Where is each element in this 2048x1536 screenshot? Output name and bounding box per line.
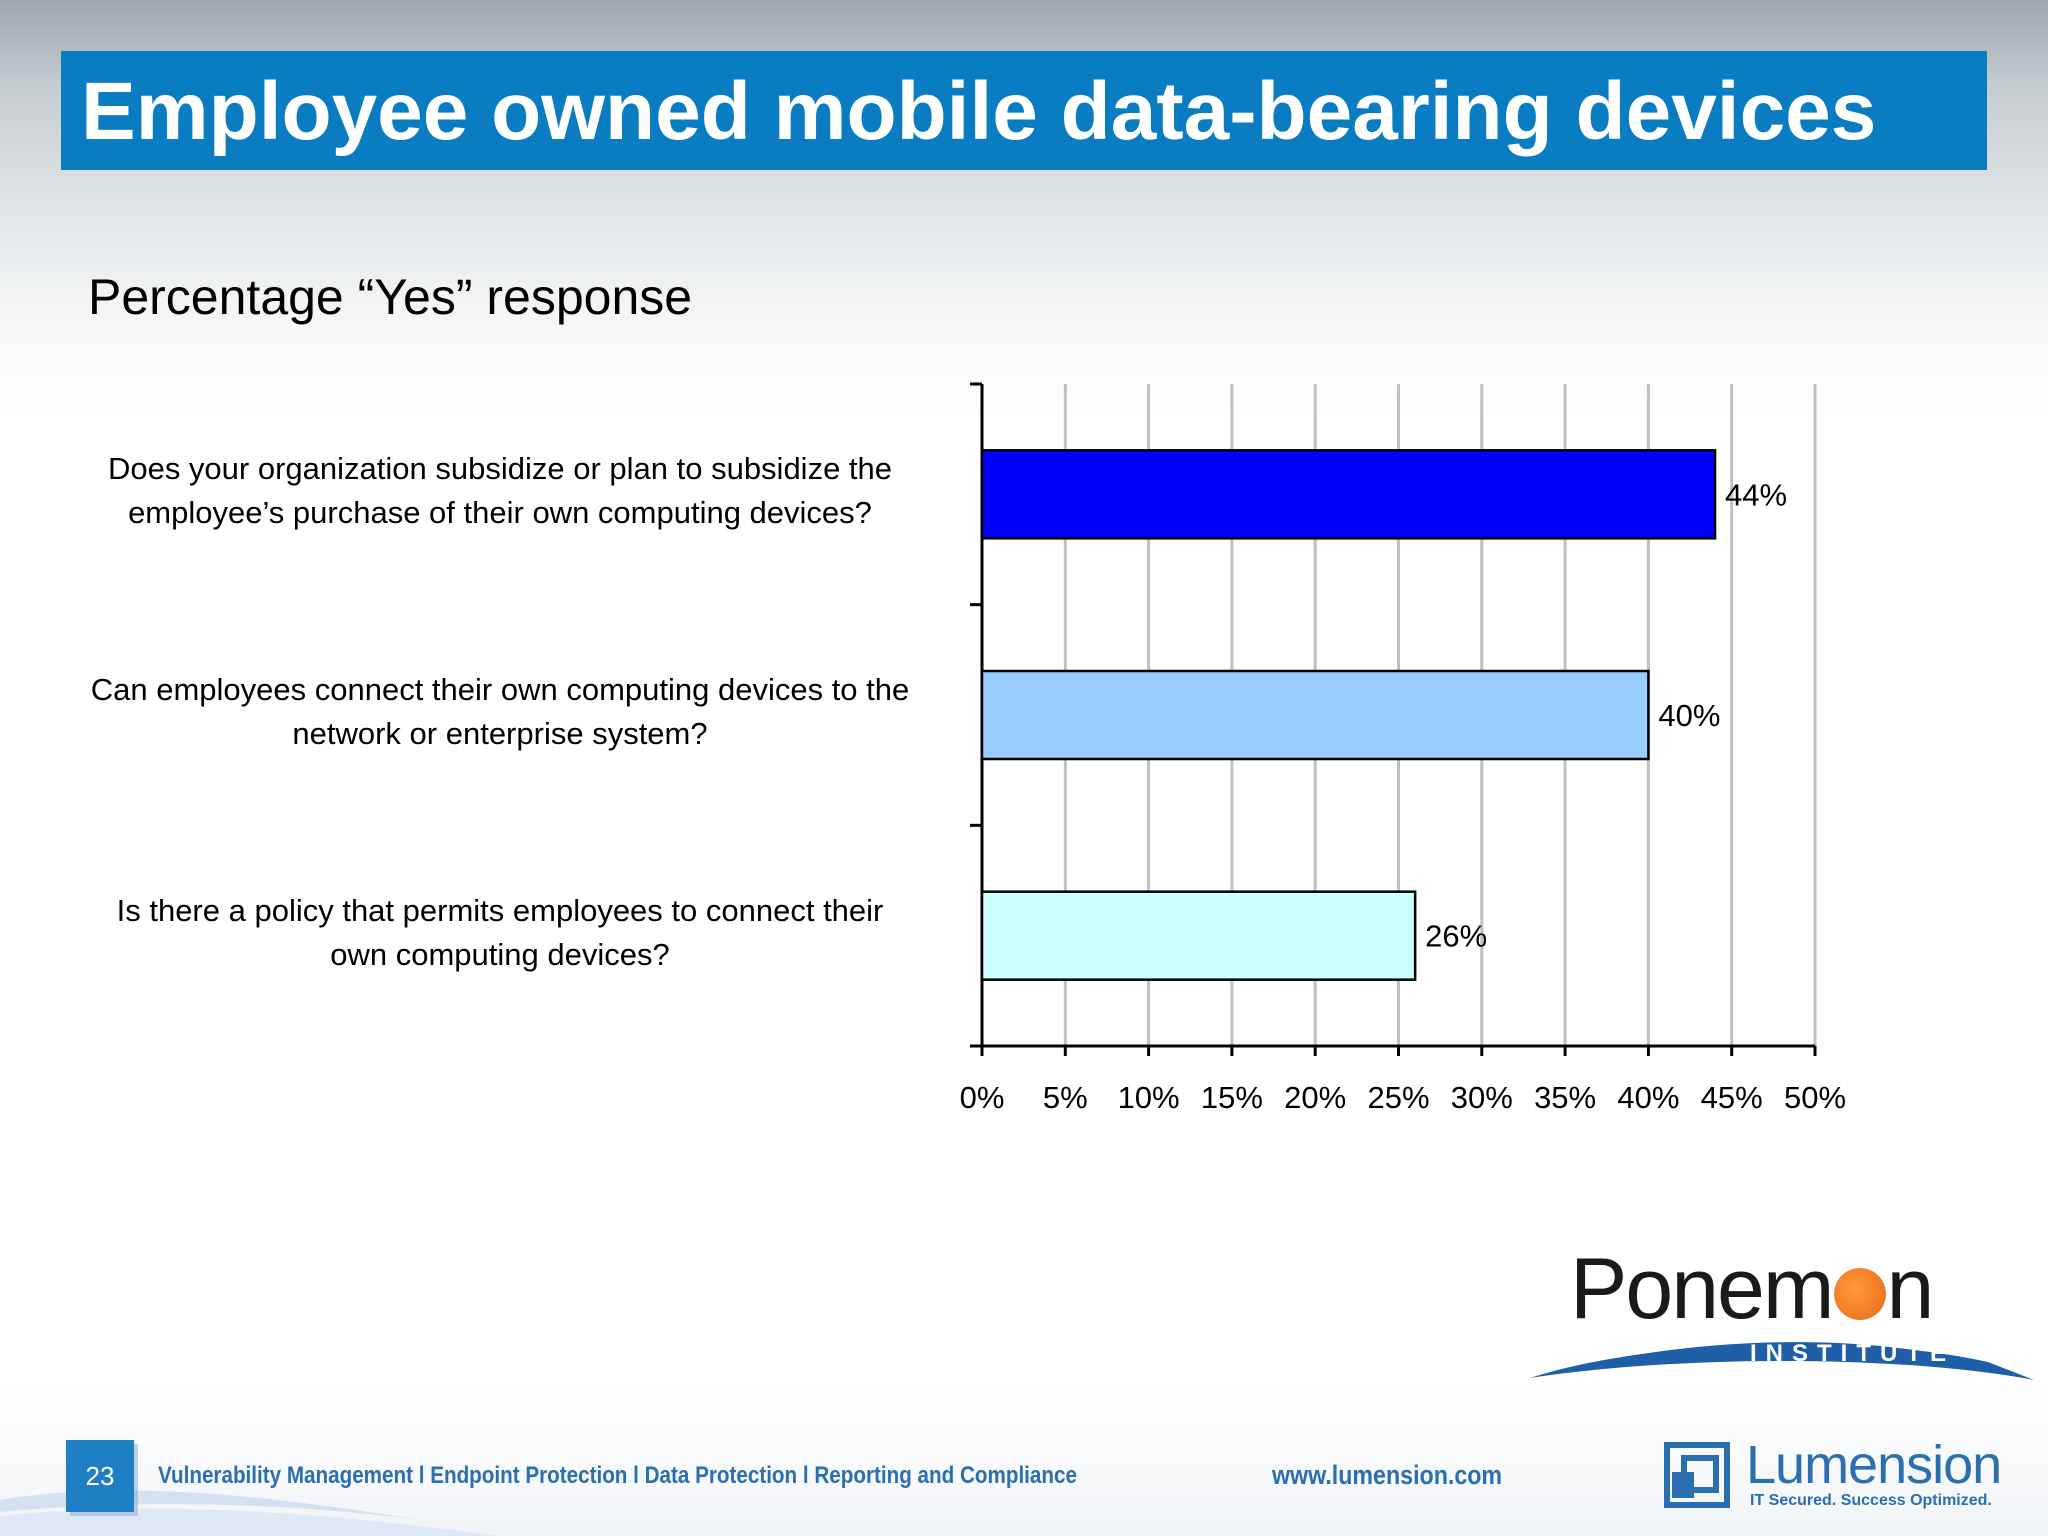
bar-value-label: 44%	[1725, 477, 1787, 512]
x-tick-label: 45%	[1701, 1080, 1763, 1115]
category-label-line: Is there a policy that permits employees…	[116, 892, 884, 928]
category-label-line: own computing devices?	[330, 936, 670, 972]
page-number-box: 23	[66, 1440, 134, 1512]
footer-tagline: Vulnerability Management l Endpoint Prot…	[158, 1462, 1077, 1489]
page-number: 23	[85, 1461, 115, 1491]
x-tick-label: 15%	[1201, 1080, 1263, 1115]
x-tick-label: 10%	[1118, 1080, 1180, 1115]
x-tick-label: 25%	[1367, 1080, 1429, 1115]
lumension-logo-icon	[1664, 1442, 1730, 1508]
bar-value-label: 26%	[1425, 919, 1487, 954]
x-tick-label: 40%	[1617, 1080, 1679, 1115]
category-label-line: network or enterprise system?	[292, 716, 708, 751]
bar-1	[980, 449, 1717, 540]
x-tick-label: 5%	[1043, 1080, 1088, 1115]
ponemon-swoosh-icon	[1530, 1342, 2034, 1380]
category-label: Can employees connect their own computin…	[50, 668, 950, 756]
title-bar: Employee owned mobile data-bearing devic…	[61, 51, 1987, 170]
lumension-logo: Lumension IT Secured. Success Optimized.	[1664, 1435, 2024, 1520]
ponemon-word-part-1: Ponem	[1570, 1241, 1834, 1337]
category-label: Does your organization subsidize or plan…	[50, 447, 950, 535]
bar-2	[980, 669, 1650, 761]
category-label-line: Does your organization subsidize or plan…	[107, 451, 893, 487]
bar-3	[980, 890, 1417, 981]
ponemon-logo: Ponem n INSTITUTE	[1528, 1240, 2040, 1390]
x-tick-label: 30%	[1451, 1080, 1513, 1115]
ponemon-institute-label: INSTITUTE	[1750, 1340, 1955, 1367]
category-label-line: Can employees connect their own computin…	[90, 672, 910, 707]
category-label: Is there a policy that permits employees…	[50, 889, 950, 977]
ponemon-wordmark: Ponem n	[1570, 1240, 1935, 1339]
x-tick-label: 50%	[1784, 1080, 1846, 1115]
x-tick-label: 20%	[1284, 1080, 1346, 1115]
x-tick-label: 35%	[1534, 1080, 1596, 1115]
x-tick-label: 0%	[960, 1080, 1005, 1115]
lumension-wordmark: Lumension	[1746, 1435, 2002, 1495]
bar-value-label: 40%	[1658, 698, 1720, 733]
chart-subtitle: Percentage “Yes” response	[88, 269, 693, 325]
slide-title: Employee owned mobile data-bearing devic…	[81, 66, 1877, 157]
ponemon-dot-icon	[1833, 1268, 1886, 1320]
lumension-tagline: IT Secured. Success Optimized.	[1750, 1492, 1992, 1509]
ponemon-word-part-2: n	[1886, 1241, 1935, 1337]
footer-url[interactable]: www.lumension.com	[1272, 1460, 1503, 1490]
category-label-line: employee’s purchase of their own computi…	[128, 495, 872, 531]
